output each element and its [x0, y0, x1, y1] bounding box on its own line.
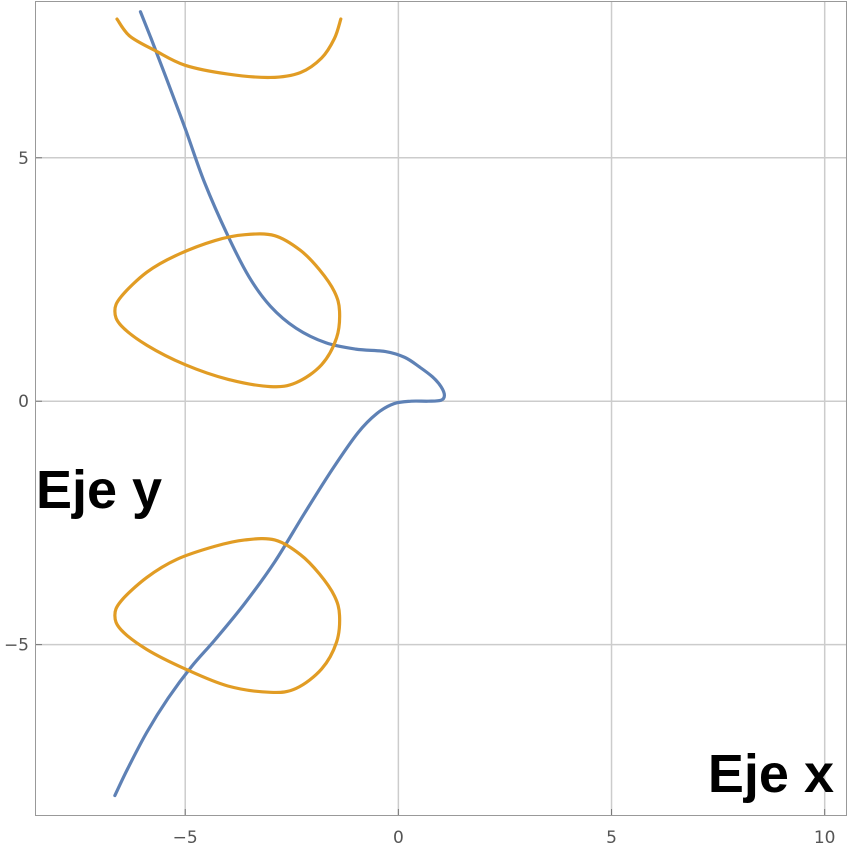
y-axis-title: Eje y	[36, 460, 162, 520]
y-tick-label: −5	[4, 636, 29, 656]
x-tick-label: 5	[606, 828, 617, 848]
x-tick-label: 10	[814, 828, 836, 848]
x-tick-label: 0	[393, 828, 404, 848]
series-line-orange-2	[113, 232, 342, 389]
x-axis-title: Eje x	[708, 744, 834, 804]
series-line-blue-0	[113, 10, 447, 798]
x-tick-label: −5	[173, 828, 198, 848]
y-tick-label: 0	[18, 392, 29, 412]
tick-marks	[36, 157, 826, 815]
tick-labels: −5 0 5 10 −5 0 5	[4, 149, 836, 848]
series-line-orange-1	[115, 17, 343, 80]
plot-frame	[35, 1, 847, 816]
series-group	[113, 10, 447, 798]
y-tick-label: 5	[18, 149, 29, 169]
series-line-orange-3	[113, 536, 342, 695]
